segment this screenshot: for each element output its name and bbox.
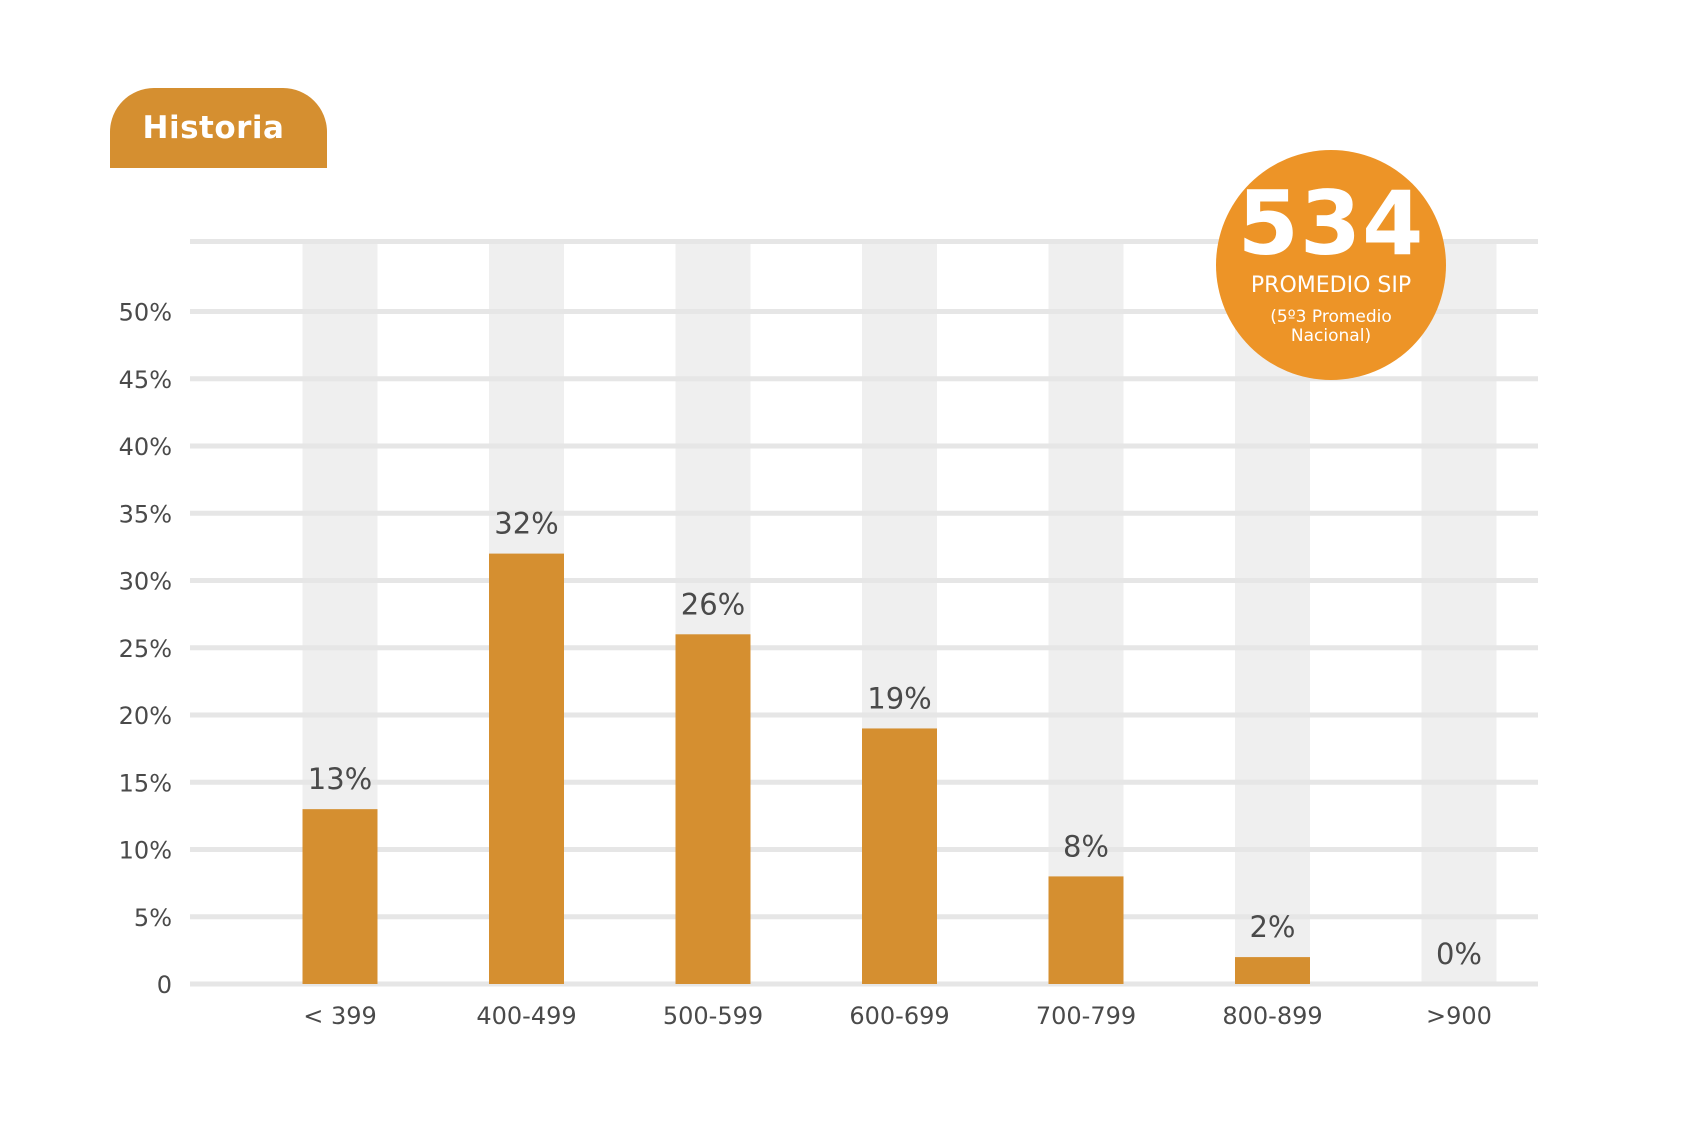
bar-value-label: 19%	[867, 681, 931, 715]
y-tick-label: 15%	[119, 769, 172, 797]
x-tick-label: 400-499	[476, 1002, 576, 1030]
bar-value-label: 0%	[1436, 937, 1482, 971]
average-note: (5º3 Promedio Nacional)	[1270, 307, 1392, 346]
column-background	[1048, 244, 1124, 984]
y-tick-label: 20%	[119, 702, 172, 730]
bar-value-label: 8%	[1063, 829, 1109, 863]
subject-tab: Historia	[110, 88, 327, 168]
gridline	[190, 645, 1538, 651]
y-tick-label: 30%	[119, 568, 172, 596]
column-background	[1421, 244, 1497, 984]
y-tick-label: 45%	[119, 366, 172, 394]
bar	[302, 809, 378, 984]
x-tick-label: < 399	[303, 1002, 377, 1030]
bar-value-label: 32%	[494, 507, 558, 541]
average-badge: 534 PROMEDIO SIP (5º3 Promedio Nacional)	[1216, 150, 1446, 380]
gridline	[190, 309, 1538, 314]
x-tick-label: 700-799	[1036, 1002, 1136, 1030]
average-label: PROMEDIO SIP	[1250, 273, 1412, 298]
gridline	[190, 376, 1538, 382]
bar-value-label: 13%	[308, 762, 372, 796]
y-tick-label: 50%	[119, 299, 172, 327]
x-tick-label: 600-699	[849, 1002, 949, 1030]
gridline	[190, 712, 1538, 718]
bar	[1235, 957, 1310, 984]
bar-value-label: 26%	[681, 587, 745, 621]
gridline	[190, 510, 1538, 516]
x-tick-label: 800-899	[1222, 1002, 1322, 1030]
bar	[675, 634, 751, 984]
x-tick-label: >900	[1426, 1002, 1492, 1030]
subject-tab-label: Historia	[142, 110, 285, 146]
bar	[1048, 876, 1124, 984]
y-tick-label: 5%	[134, 904, 172, 932]
x-tick-label: 500-599	[663, 1002, 763, 1030]
gridline	[190, 443, 1538, 449]
y-tick-label: 0	[157, 971, 172, 999]
y-tick-label: 10%	[119, 837, 172, 865]
bar	[489, 553, 564, 984]
gridline	[190, 578, 1538, 583]
y-tick-label: 40%	[119, 433, 172, 461]
average-value: 534	[1237, 172, 1425, 275]
y-tick-label: 35%	[119, 500, 172, 528]
y-tick-label: 25%	[119, 635, 172, 663]
bar-value-label: 2%	[1249, 910, 1295, 944]
bar	[862, 728, 937, 984]
top-gridline	[190, 239, 1538, 244]
